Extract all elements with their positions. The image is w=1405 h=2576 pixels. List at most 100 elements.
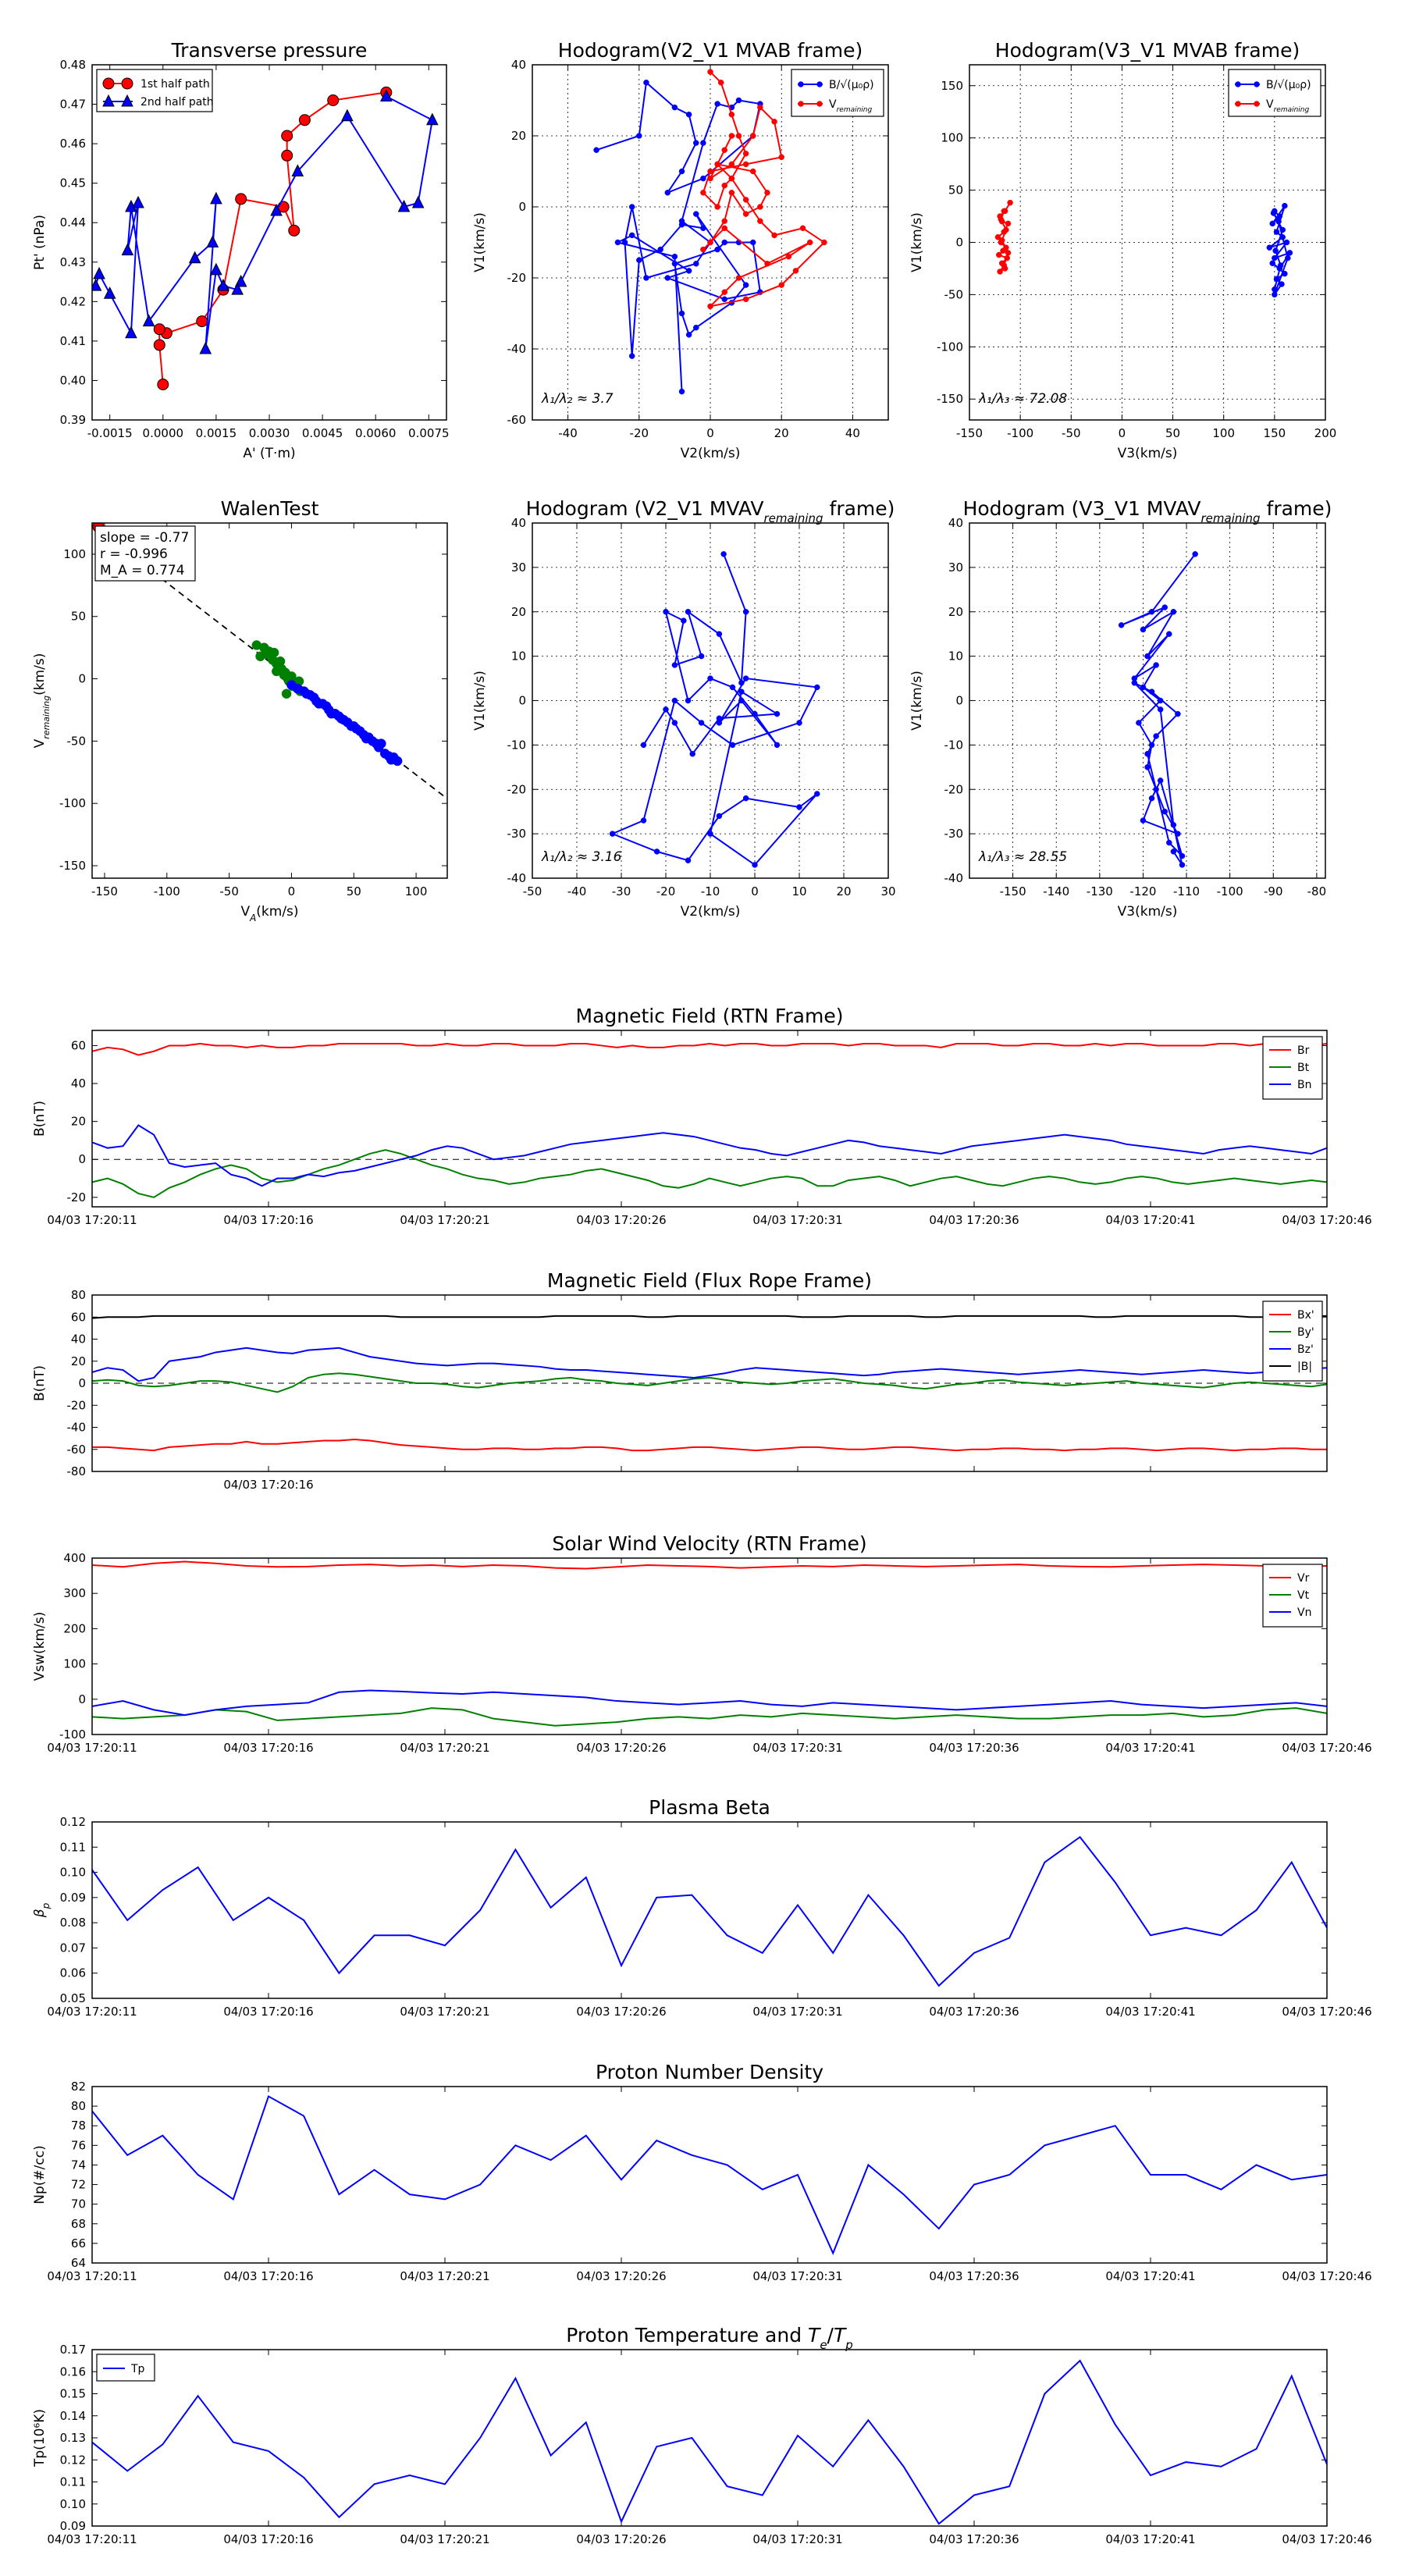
x-tick-label: -150 xyxy=(1000,884,1026,898)
data-point xyxy=(1170,849,1177,855)
data-point xyxy=(774,710,781,717)
legend-label: B/√(μ₀ρ) xyxy=(829,79,874,91)
data-point xyxy=(721,147,727,153)
legend-marker xyxy=(1235,81,1241,87)
y-tick-label: 40 xyxy=(948,516,963,530)
data-point xyxy=(1175,831,1181,837)
data-point xyxy=(764,190,770,196)
data-point xyxy=(700,175,706,182)
y-axis-label: B(nT) xyxy=(32,1365,48,1401)
data-point xyxy=(996,251,1002,258)
x-tick-label: -20 xyxy=(630,426,649,440)
x-tick-label: 0.0000 xyxy=(143,426,184,440)
series-line-beta xyxy=(92,1835,1327,1987)
data-point xyxy=(742,161,749,168)
plot-frame xyxy=(91,1821,1328,1999)
x-tick-label: 04/03 17:20:41 xyxy=(1105,2532,1195,2546)
data-point xyxy=(671,253,678,260)
data-point xyxy=(255,651,265,662)
chart-beta: 04/03 17:20:11 04/03 17:20:16 04/03 17:20:… xyxy=(32,1796,1372,2019)
x-axis-label: A' (T·m) xyxy=(243,446,295,461)
data-point xyxy=(1153,733,1159,739)
data-point xyxy=(814,684,820,691)
data-point xyxy=(1272,286,1278,293)
x-tick-label: 0.0060 xyxy=(355,426,397,440)
data-point xyxy=(796,720,802,726)
data-point xyxy=(1179,852,1186,859)
series-line-Vr xyxy=(92,1560,1327,1570)
plot-frame xyxy=(969,522,1326,879)
y-tick-label: 50 xyxy=(948,183,963,197)
data-point xyxy=(643,80,649,86)
y-tick-label: 100 xyxy=(63,1657,86,1671)
plot-frame xyxy=(91,64,447,421)
x-tick-label: -0.0015 xyxy=(87,426,133,440)
data-point xyxy=(217,278,229,291)
data-point xyxy=(707,168,713,175)
data-point xyxy=(738,680,745,686)
data-point xyxy=(738,697,745,704)
data-point xyxy=(259,642,269,653)
legend-box xyxy=(791,69,884,117)
y-tick-label: 40 xyxy=(511,58,526,72)
series-line-1st half path xyxy=(158,91,386,385)
y-axis-label: V1(km/s) xyxy=(472,212,488,272)
data-point xyxy=(1277,262,1284,269)
data-point xyxy=(778,154,784,161)
x-tick-label: 04/03 17:20:21 xyxy=(400,1741,489,1755)
data-point xyxy=(1283,239,1290,246)
chart-h1: -40 -20 0 20 40 -60 -40 -20 0 20 40 Hodogram(V2_V1 … xyxy=(472,39,889,461)
data-point xyxy=(1192,551,1198,557)
legend-marker xyxy=(798,81,804,87)
y-tick-label: 150 xyxy=(941,79,963,93)
data-point xyxy=(728,190,735,196)
x-tick-label: 04/03 17:20:46 xyxy=(1282,1213,1371,1227)
x-tick-label: 04/03 17:20:21 xyxy=(400,1213,489,1227)
data-point xyxy=(291,164,304,176)
annotation-text: λ₁/λ₃ ≈ 28.55 xyxy=(978,849,1067,865)
data-point xyxy=(640,742,647,749)
y-tick-label: 0.43 xyxy=(60,255,86,269)
x-tick-label: 04/03 17:20:46 xyxy=(1282,2005,1371,2019)
x-tick-label: 0.0075 xyxy=(408,426,450,440)
y-tick-label: 0.39 xyxy=(60,413,86,427)
x-tick-label: -100 xyxy=(1217,884,1243,898)
y-tick-label: -30 xyxy=(944,827,964,841)
x-tick-label: 04/03 17:20:41 xyxy=(1105,1213,1195,1227)
plot-area xyxy=(609,551,820,868)
data-point xyxy=(685,111,692,118)
plot-frame xyxy=(969,64,1326,421)
data-point xyxy=(188,251,201,264)
series-line-Tp xyxy=(92,2359,1327,2525)
x-tick-label: 04/03 17:20:31 xyxy=(752,1213,842,1227)
data-point xyxy=(799,225,806,232)
data-point xyxy=(1144,653,1151,660)
annotation-text: r = -0.996 xyxy=(100,546,168,562)
y-tick-label: 10 xyxy=(948,649,963,664)
y-tick-label: 40 xyxy=(511,516,526,530)
data-point xyxy=(735,133,742,139)
data-point xyxy=(771,232,777,239)
data-point xyxy=(678,310,685,317)
data-point xyxy=(698,653,705,660)
data-point xyxy=(1161,604,1168,610)
x-tick-label: 04/03 17:20:16 xyxy=(223,2269,313,2283)
legend-box xyxy=(1228,69,1321,117)
chart-title: Hodogram (V2_V1 MVAVremaining frame) xyxy=(526,497,895,525)
data-point xyxy=(771,119,777,125)
data-point xyxy=(628,232,635,239)
y-tick-label: 64 xyxy=(71,2256,86,2270)
x-tick-label: 04/03 17:20:26 xyxy=(576,1741,666,1755)
data-point xyxy=(1140,684,1147,691)
series-line-Np xyxy=(92,2095,1327,2256)
data-point xyxy=(1140,626,1147,633)
data-point xyxy=(671,720,678,726)
data-point xyxy=(411,195,425,208)
x-tick-label: -100 xyxy=(154,884,180,898)
data-point xyxy=(1266,244,1273,251)
x-tick-label: -40 xyxy=(558,426,578,440)
y-tick-label: 20 xyxy=(511,129,526,143)
y-tick-label: 0.47 xyxy=(60,98,86,112)
x-tick-label: 40 xyxy=(845,426,860,440)
x-tick-label: 04/03 17:20:21 xyxy=(400,2005,489,2019)
